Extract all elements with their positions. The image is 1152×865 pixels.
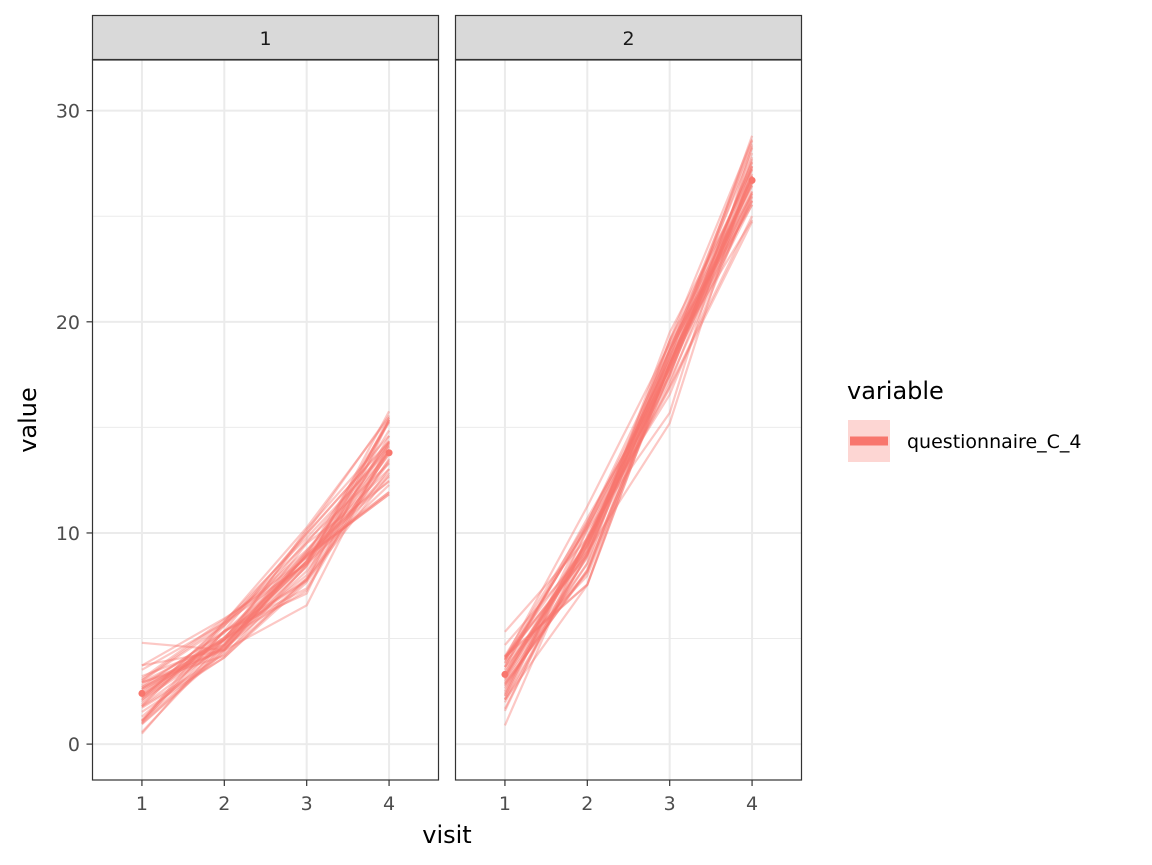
subject-line [504, 147, 754, 658]
panel-border [91, 59, 440, 781]
subject-line [504, 158, 754, 668]
grid-lines [455, 60, 802, 780]
strip-label: 1 [259, 28, 271, 50]
subject-line [141, 459, 390, 707]
subject-line [503, 140, 754, 726]
subject-line [141, 416, 390, 682]
x-tick-label: 2 [581, 793, 593, 815]
subject-line [503, 175, 754, 703]
x-tick-label: 3 [301, 793, 313, 815]
legend-title: variable [847, 377, 944, 405]
subject-line [504, 138, 754, 646]
subject-line [141, 448, 390, 723]
subject-line [141, 451, 391, 691]
y-axis-ticks: 0 10 20 30 [56, 101, 93, 756]
mean-point [138, 689, 146, 697]
strip-background [454, 14, 803, 61]
subject-line [141, 410, 391, 725]
subject-line [504, 200, 754, 686]
x-axis-ticks: 1 2 3 4 [499, 780, 758, 815]
subject-line [141, 416, 391, 698]
legend: variable questionnaire_C_4 [847, 377, 1082, 462]
x-tick-label: 3 [664, 793, 676, 815]
y-tick-label: 10 [56, 523, 80, 545]
x-tick-label: 4 [746, 793, 758, 815]
mean-point [748, 176, 756, 184]
subject-line [141, 419, 391, 671]
subject-line [141, 474, 390, 708]
x-axis-title: visit [422, 821, 471, 849]
x-tick-label: 2 [218, 793, 230, 815]
subject-line [141, 468, 390, 735]
subject-line [141, 480, 390, 723]
subject-line [141, 493, 390, 690]
mean-line [503, 179, 754, 676]
subject-line [504, 176, 754, 658]
subject-line [141, 418, 391, 689]
subject-line [141, 444, 390, 699]
subject-line [141, 491, 390, 680]
subject-line [503, 162, 754, 668]
y-axis-title: value [14, 387, 42, 453]
facet-panel-1: 1 1 2 3 4 [91, 14, 440, 815]
legend-label: questionnaire_C_4 [907, 431, 1082, 453]
subject-line [503, 193, 754, 661]
subject-line [504, 165, 754, 664]
subject-line [141, 475, 390, 682]
y-tick-label: 30 [56, 101, 80, 123]
x-axis-ticks: 1 2 3 4 [136, 780, 395, 815]
mean-line [140, 451, 391, 696]
subject-lines [138, 410, 393, 735]
subject-line [141, 440, 391, 684]
subject-line [141, 421, 391, 718]
subject-line [141, 429, 391, 687]
subject-line [141, 484, 390, 667]
y-tick-label: 0 [68, 734, 80, 756]
y-tick-label: 20 [56, 312, 80, 334]
subject-line [503, 145, 754, 700]
mean-point [501, 670, 509, 678]
strip-background [91, 14, 440, 61]
subject-line [141, 434, 390, 733]
subject-line [503, 204, 754, 662]
subject-line [141, 414, 390, 724]
subject-line [503, 221, 754, 693]
mean-point [385, 449, 393, 457]
panel-background [92, 60, 439, 780]
subject-line [141, 441, 390, 684]
grid-lines [92, 60, 439, 780]
x-tick-label: 4 [383, 793, 395, 815]
facet-panel-2: 2 1 2 3 4 [454, 14, 803, 815]
panel-border [454, 59, 803, 781]
subject-line [141, 458, 391, 713]
x-tick-label: 1 [136, 793, 148, 815]
strip-label: 2 [622, 28, 634, 50]
subject-lines [501, 135, 756, 726]
subject-line [141, 446, 391, 721]
subject-line [503, 215, 754, 697]
subject-line [504, 143, 754, 684]
subject-line [141, 449, 391, 722]
x-tick-label: 1 [499, 793, 511, 815]
